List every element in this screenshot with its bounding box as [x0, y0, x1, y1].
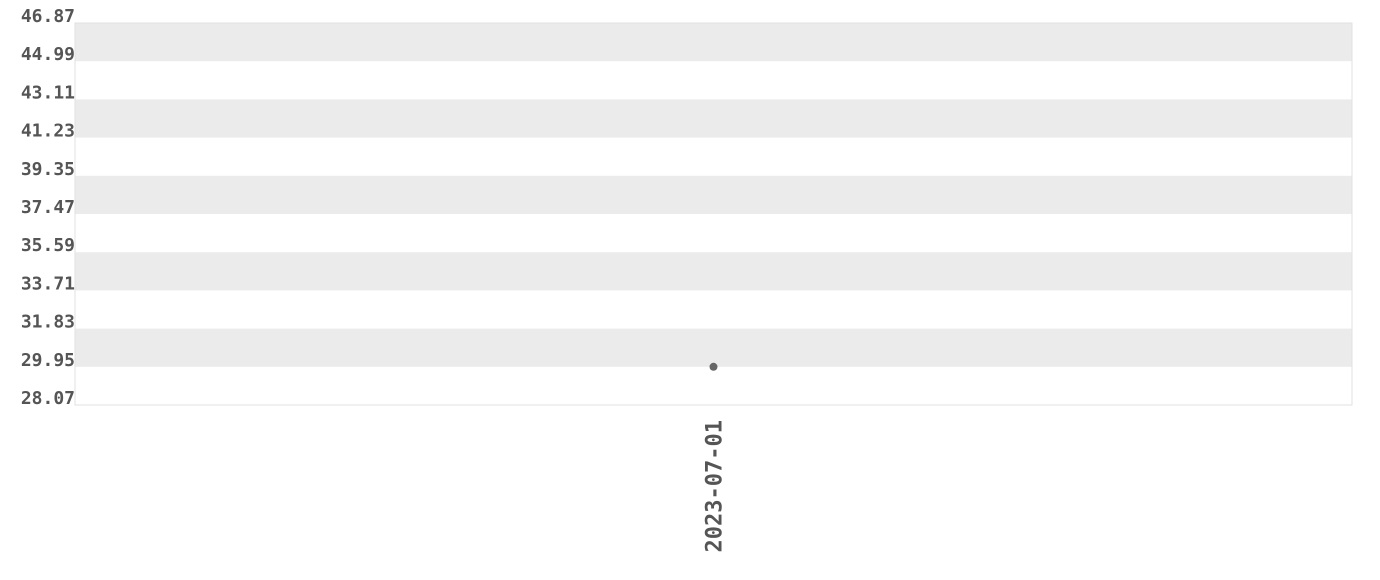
x-tick-label: 2023-07-01	[703, 420, 728, 552]
y-tick-label: 28.07	[21, 388, 75, 409]
y-tick-label: 31.83	[21, 312, 75, 333]
y-tick-label: 29.95	[21, 350, 75, 371]
grid-band	[75, 175, 1352, 214]
grid-band	[75, 252, 1352, 291]
y-tick-label: 44.99	[21, 44, 75, 65]
y-tick-label: 35.59	[21, 235, 75, 256]
y-tick-label: 33.71	[21, 273, 75, 294]
y-tick-label: 43.11	[21, 82, 75, 103]
y-tick-label: 41.23	[21, 121, 75, 142]
y-tick-label: 39.35	[21, 159, 75, 180]
grid-band	[75, 328, 1352, 367]
grid-band	[75, 23, 1352, 62]
grid-band	[75, 99, 1352, 138]
point	[709, 362, 718, 371]
y-tick-label: 37.47	[21, 197, 75, 218]
plot-frame	[74, 22, 1353, 406]
y-tick-label: 46.87	[21, 6, 75, 27]
